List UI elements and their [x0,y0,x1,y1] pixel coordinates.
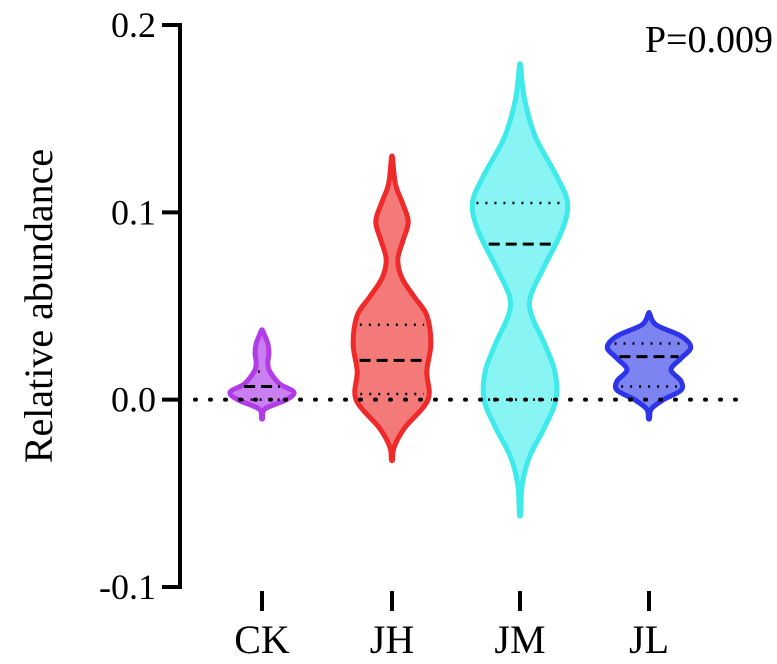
violin-jm [469,61,571,519]
y-tick-label: 0.2 [111,5,156,45]
violin-jl [604,310,694,422]
violin-jh [350,153,434,464]
y-tick-label: -0.1 [99,567,156,607]
x-tick-label: CK [234,617,290,662]
y-axis-ticks: 0.2 0.1 0.0 -0.1 [99,5,180,607]
y-tick-label: 0.1 [111,192,156,232]
x-tick-label: JM [494,617,545,662]
x-tick-label: JH [370,617,414,662]
p-value-annotation: P=0.009 [645,19,773,61]
x-axis-ticks: CK JH JM JL [234,591,669,662]
y-tick-label: 0.0 [111,380,156,420]
violin-ck [227,327,297,422]
violin-group [227,61,694,519]
y-axis-title: Relative abundance [16,149,61,463]
x-tick-label: JL [629,617,669,662]
